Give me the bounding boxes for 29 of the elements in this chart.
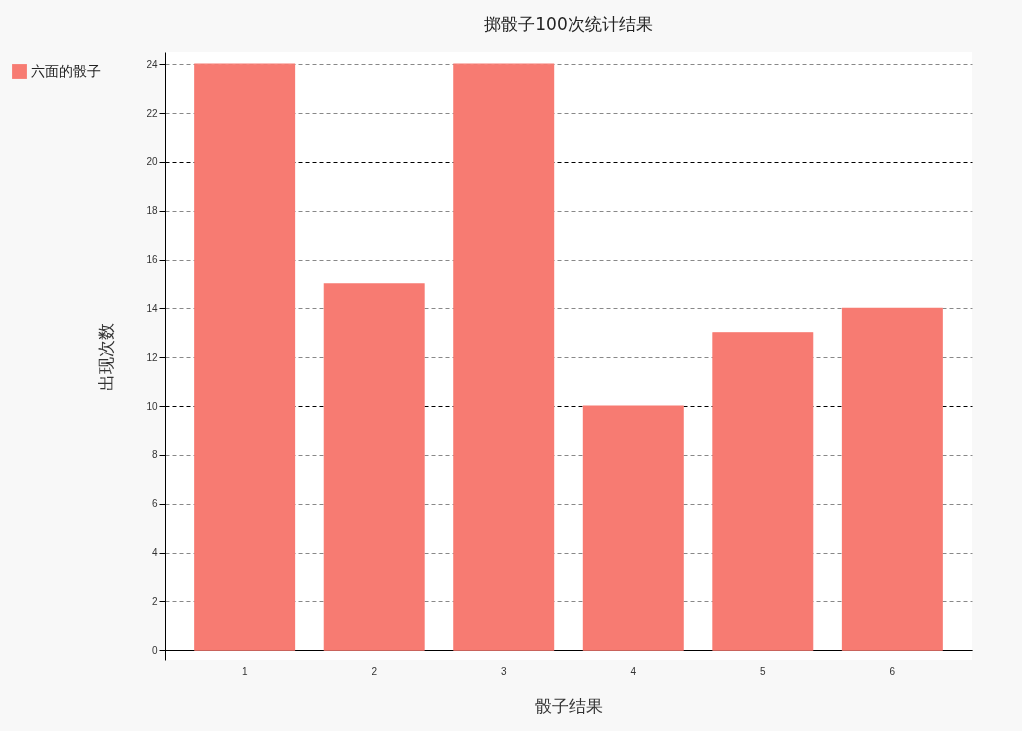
y-tick-label: 20 <box>146 156 158 168</box>
x-tick-label: 3 <box>500 665 507 677</box>
y-axis-title: 出现次数 <box>96 322 117 391</box>
y-tick-label: 16 <box>146 254 158 266</box>
bar <box>194 63 296 651</box>
y-tick-label: 6 <box>151 498 158 510</box>
y-tick-label: 0 <box>151 644 158 656</box>
y-tick-label: 24 <box>146 58 158 70</box>
x-tick-label: 2 <box>371 665 378 677</box>
y-tick-label: 18 <box>146 205 158 217</box>
x-tick-label: 5 <box>760 665 767 677</box>
legend-label: 六面的骰子 <box>31 62 101 79</box>
y-tick-label: 8 <box>151 449 158 461</box>
bar <box>841 307 943 651</box>
bar <box>712 332 814 651</box>
x-tick-label: 1 <box>241 665 248 677</box>
y-tick-label: 2 <box>151 595 158 607</box>
y-tick-label: 14 <box>146 302 158 314</box>
chart-title: 掷骰子100次统计结果 <box>484 14 653 34</box>
y-tick-label: 22 <box>146 107 158 119</box>
y-tick-label: 10 <box>146 400 158 412</box>
bar <box>582 405 684 651</box>
y-tick-label: 12 <box>146 351 158 363</box>
x-tick-label: 4 <box>630 665 637 677</box>
x-tick-label: 6 <box>889 665 896 677</box>
bar <box>323 283 425 651</box>
x-axis-title: 骰子结果 <box>535 695 603 716</box>
bar <box>453 63 555 651</box>
y-tick-label: 4 <box>151 547 158 559</box>
